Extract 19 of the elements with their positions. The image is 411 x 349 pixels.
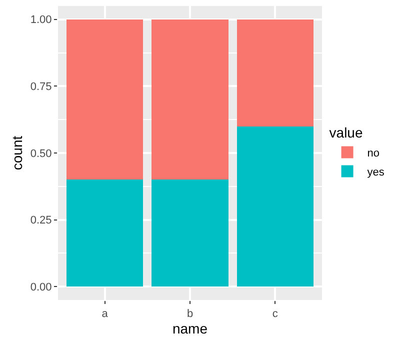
bar xyxy=(66,180,144,287)
legend-title: value xyxy=(329,124,363,141)
x-tick-label: c xyxy=(272,308,278,320)
bar xyxy=(236,19,314,126)
bar xyxy=(152,19,228,180)
y-tick-label: 0.50 xyxy=(30,148,52,160)
bar xyxy=(236,126,314,287)
x-axis-title: name xyxy=(172,320,208,336)
legend-label: yes xyxy=(367,166,385,178)
y-tick-label: 0.25 xyxy=(30,214,52,227)
x-tick-label: a xyxy=(102,308,109,320)
y-tick-label: 1.00 xyxy=(30,14,52,26)
x-tick-label: b xyxy=(186,308,194,320)
y-tick-label: 0.00 xyxy=(30,281,52,294)
bar xyxy=(66,19,144,180)
bar xyxy=(152,180,228,287)
legend-label: no xyxy=(367,147,380,160)
y-tick-label: 0.75 xyxy=(30,81,52,94)
y-axis-title: count xyxy=(8,136,25,170)
